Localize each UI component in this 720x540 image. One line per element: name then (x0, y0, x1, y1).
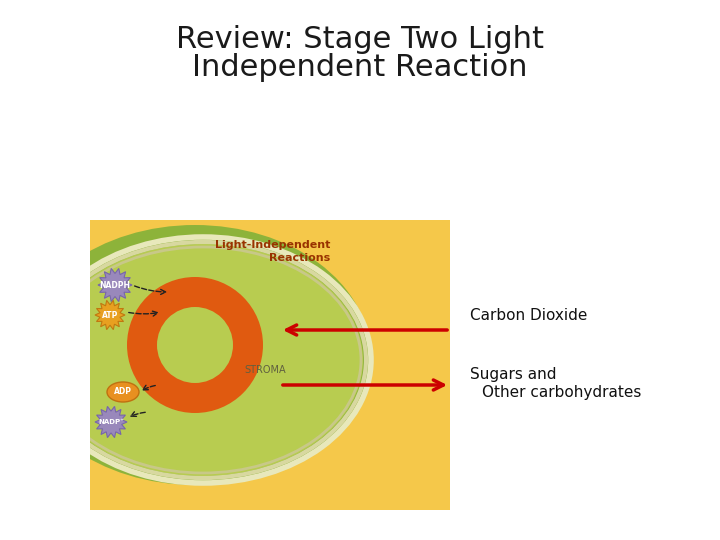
Text: Other carbohydrates: Other carbohydrates (482, 386, 642, 401)
Text: STROMA: STROMA (244, 365, 286, 375)
Bar (90, 220, 450, 510)
Text: Sugars and: Sugars and (470, 368, 557, 382)
Text: NADP⁺: NADP⁺ (98, 419, 124, 425)
Text: ADP: ADP (114, 388, 132, 396)
Text: Light-Independent: Light-Independent (215, 240, 330, 250)
Text: Reactions: Reactions (269, 253, 330, 263)
Text: ATP: ATP (102, 310, 118, 320)
Polygon shape (95, 300, 125, 329)
Text: Carbon Dioxide: Carbon Dioxide (470, 308, 588, 323)
Polygon shape (95, 407, 127, 437)
Text: Review: Stage Two Light: Review: Stage Two Light (176, 25, 544, 55)
Polygon shape (98, 268, 132, 301)
Ellipse shape (43, 244, 363, 476)
Circle shape (127, 277, 263, 413)
Ellipse shape (20, 225, 370, 485)
Ellipse shape (107, 382, 139, 402)
Circle shape (157, 307, 233, 383)
Text: NADPH: NADPH (99, 280, 130, 289)
Text: Independent Reaction: Independent Reaction (192, 53, 528, 83)
